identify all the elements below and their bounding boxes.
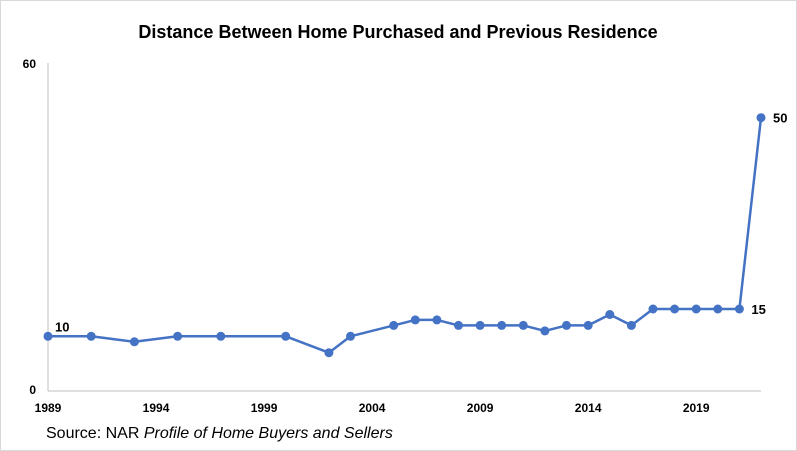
series-line-group: [43, 113, 766, 358]
data-point-2020: [713, 304, 723, 314]
data-point-2019: [691, 304, 701, 314]
x-tick-label-1994: 1994: [143, 401, 170, 415]
data-point-2014: [583, 320, 593, 330]
data-label-2022: 50: [773, 111, 787, 126]
data-point-2022: [756, 113, 766, 123]
data-point-2000: [281, 331, 291, 341]
chart-title: Distance Between Home Purchased and Prev…: [138, 22, 657, 42]
data-point-2016: [626, 320, 636, 330]
data-point-1989: [43, 331, 53, 341]
x-tick-label-1999: 1999: [251, 401, 278, 415]
data-point-2015: [605, 310, 615, 319]
data-point-2007: [432, 315, 442, 325]
data-point-2018: [670, 304, 680, 314]
source-note: Source: NAR Profile of Home Buyers and S…: [46, 425, 393, 443]
data-point-1995: [173, 331, 183, 341]
data-point-2002: [324, 348, 334, 358]
data-point-2003: [346, 331, 355, 341]
data-point-1991: [86, 331, 96, 341]
x-tick-label-1989: 1989: [35, 401, 62, 415]
x-tick-label-2014: 2014: [575, 401, 602, 415]
data-labels-group: 10 15 50: [55, 111, 787, 335]
data-label-1989: 10: [55, 319, 69, 334]
series-line: [48, 117, 763, 354]
data-point-2005: [389, 320, 399, 330]
data-point-2021: [734, 304, 744, 314]
x-tick-label-2009: 2009: [467, 401, 494, 415]
y-tick-label-0: 0: [29, 383, 36, 397]
y-tick-label-60: 60: [23, 57, 37, 71]
source-prefix: Source: NAR: [46, 425, 144, 442]
source-publication: Profile of Home Buyers and Sellers: [143, 425, 393, 442]
x-tick-label-2019: 2019: [683, 401, 710, 415]
data-label-2021: 15: [751, 302, 765, 317]
data-point-2009: [475, 320, 485, 330]
data-point-2013: [562, 320, 571, 330]
data-point-2010: [497, 320, 507, 330]
data-point-2008: [454, 320, 463, 330]
data-point-2017: [648, 304, 658, 314]
data-point-2006: [410, 315, 420, 325]
x-tick-labels: 1989 1994 1999 2004 2009 2014 2019: [35, 401, 710, 415]
data-point-2012: [540, 326, 550, 336]
data-point-1997: [216, 331, 226, 341]
data-point-2011: [518, 320, 528, 330]
x-tick-label-2004: 2004: [359, 401, 386, 415]
data-point-1993: [129, 337, 139, 347]
